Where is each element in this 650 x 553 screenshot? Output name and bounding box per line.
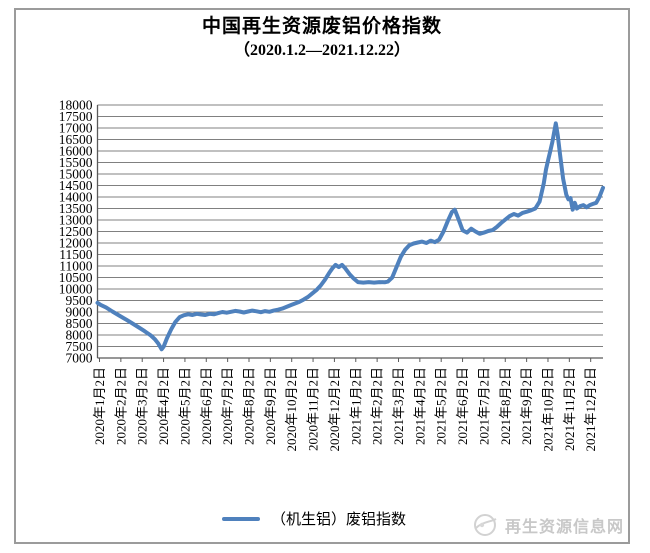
y-tick-label: 12000 [59,236,93,251]
series-line [95,121,605,352]
legend: （机生铝）废铝指数 [14,508,614,529]
y-tick-label: 13500 [59,201,93,216]
y-tick-label: 9000 [66,305,93,320]
x-tick-label: 2021年3月2日 [391,367,406,445]
x-tick-label: 2021年5月2日 [434,367,449,445]
x-tick-label: 2020年5月2日 [177,367,192,445]
y-tick-label: 14000 [59,190,93,205]
x-tick-label: 2020年7月2日 [220,367,235,445]
y-tick-label: 8500 [66,316,93,331]
x-tick-label: 2020年9月2日 [263,367,278,445]
gridlines [97,104,603,359]
y-tick-label: 15000 [59,167,93,182]
x-tick-label: 2020年12月2日 [327,367,342,452]
legend-line-swatch [221,516,260,521]
y-tick-label: 12500 [59,224,93,239]
x-tick-label: 2020年10月2日 [284,367,299,452]
x-tick-label: 2020年6月2日 [199,367,214,445]
y-tick-label: 18000 [59,98,93,113]
outer-frame [14,8,630,544]
y-tick-label: 16000 [59,144,93,159]
y-tick-label: 7500 [66,339,93,354]
x-tick-label: 2020年2月2日 [113,367,128,445]
x-tick-label: 2021年1月2日 [348,367,363,445]
y-tick-label: 10500 [59,270,93,285]
y-tick-label: 7000 [66,351,93,366]
y-axis-labels: 1800017500170001650016000155001500014500… [59,98,93,366]
x-tick-label: 2020年11月2日 [306,367,321,451]
x-tick-label: 2021年6月2日 [455,367,470,445]
x-tick-label: 2020年8月2日 [241,367,256,445]
legend-label: （机生铝）废铝指数 [270,512,406,528]
y-tick-label: 17000 [59,121,93,136]
x-tick-label: 2021年10月2日 [540,367,555,452]
chart-subtitle: （2020.1.2—2021.12.22） [233,42,410,59]
x-tick-label: 2020年3月2日 [135,367,150,445]
y-tick-label: 11000 [59,259,92,274]
x-tick-label: 2021年7月2日 [476,367,491,445]
y-tick-label: 17500 [59,109,93,124]
y-tick-label: 10000 [59,282,93,297]
x-tick-label: 2020年4月2日 [156,367,171,445]
x-tick-label: 2020年1月2日 [92,367,107,445]
chart-title: 中国再生资源废铝价格指数 [201,16,442,37]
x-tick-label: 2021年11月2日 [562,367,577,451]
y-tick-label: 16500 [59,132,93,147]
x-tick-label: 2021年8月2日 [498,367,513,445]
y-tick-label: 15500 [59,155,93,170]
y-tick-label: 9500 [66,293,93,308]
watermark-logo-icon [473,514,497,536]
x-tick-label: 2021年12月2日 [583,367,598,452]
y-tick-label: 8000 [66,328,93,343]
watermark: 再生资源信息网 [470,512,624,538]
y-tick-label: 11500 [59,247,92,262]
x-axis-labels: 2020年1月2日 2020年2月2日 2020年3月2日 2020年4月2日 2020… [92,358,598,452]
watermark-text: 再生资源信息网 [504,519,624,536]
x-tick-label: 2021年2月2日 [370,367,385,445]
y-tick-label: 14500 [59,178,93,193]
x-tick-label: 2021年4月2日 [412,367,427,445]
x-tick-label: 2021年9月2日 [519,367,534,445]
y-tick-label: 13000 [59,213,93,228]
